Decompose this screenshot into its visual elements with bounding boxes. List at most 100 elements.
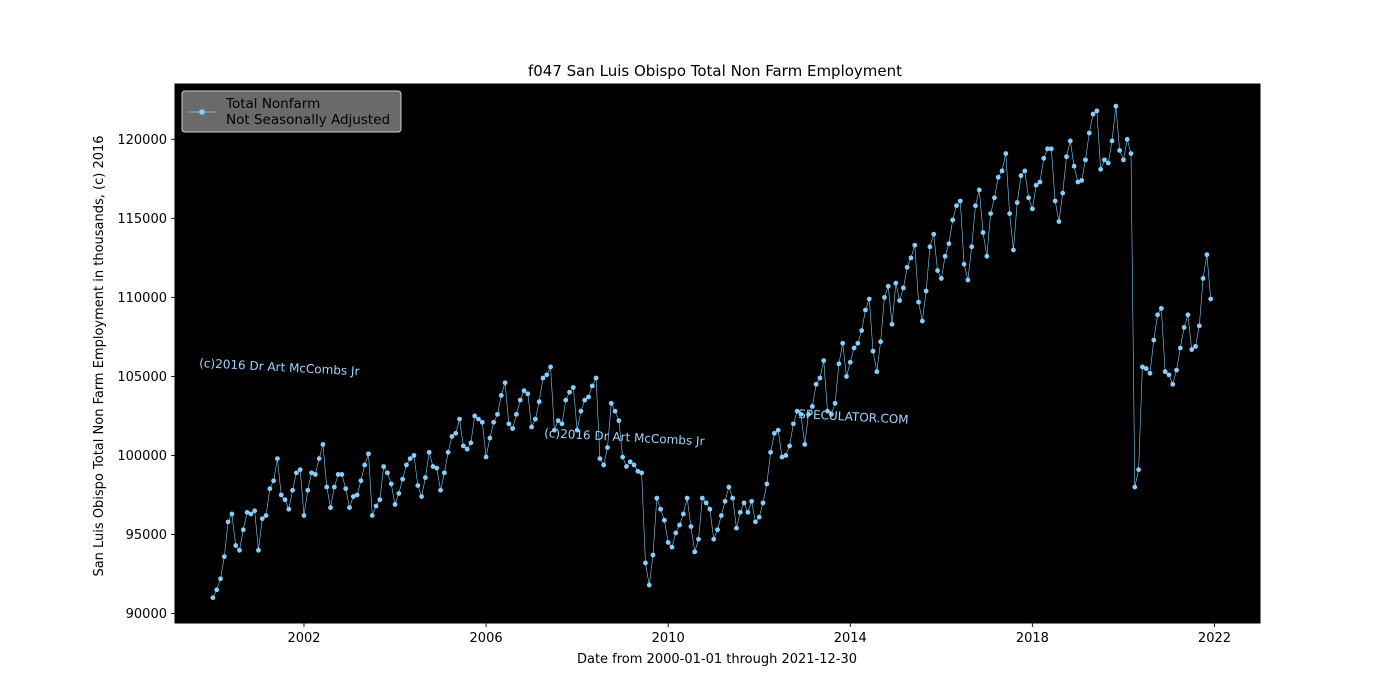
data-point [388, 481, 394, 487]
data-point [722, 498, 728, 504]
data-point [377, 497, 383, 503]
data-point [620, 454, 626, 460]
data-point [312, 472, 318, 477]
data-point [1083, 157, 1088, 163]
data-point [400, 476, 406, 482]
data-point [863, 307, 868, 313]
data-point [1102, 157, 1107, 163]
data-point [1140, 364, 1145, 370]
y-tick-label: 115000 [117, 212, 167, 227]
data-point [1121, 157, 1126, 163]
data-point [438, 487, 443, 493]
data-point [214, 587, 220, 593]
data-point [415, 483, 421, 488]
data-point [362, 462, 368, 468]
data-point [221, 554, 227, 560]
data-point [832, 400, 838, 406]
data-point [1071, 163, 1077, 169]
data-point [233, 543, 239, 548]
data-point [366, 451, 371, 457]
data-point [1048, 146, 1054, 152]
data-point [616, 418, 622, 424]
data-point [601, 462, 607, 468]
data-point [328, 505, 333, 511]
data-point [1067, 138, 1073, 144]
data-point [624, 464, 629, 469]
data-point [1128, 151, 1134, 156]
data-point [1086, 130, 1092, 136]
data-point [870, 348, 876, 354]
data-point [669, 544, 675, 550]
data-point [498, 392, 504, 398]
data-point [806, 411, 811, 417]
legend: Total Nonfarm Not Seasonally Adjusted [181, 90, 402, 133]
data-point [468, 440, 474, 446]
data-point [904, 264, 910, 270]
data-point [855, 340, 861, 346]
data-point [1170, 381, 1176, 387]
data-point [813, 381, 819, 387]
data-point [483, 454, 489, 460]
data-point [1011, 247, 1016, 253]
data-point [237, 547, 242, 553]
data-point [1174, 367, 1179, 373]
data-point [589, 383, 595, 389]
data-point [320, 441, 326, 447]
data-point [900, 285, 906, 291]
chart-title: f047 San Luis Obispo Total Non Farm Empl… [528, 62, 902, 80]
data-point [1094, 108, 1100, 114]
data-point [684, 495, 690, 501]
data-point [210, 595, 216, 601]
data-point [1196, 323, 1202, 329]
data-point [779, 454, 785, 460]
data-point [1132, 484, 1138, 490]
data-point [240, 527, 246, 533]
data-point [335, 472, 341, 477]
y-axis-label: San Luis Obispo Total Non Farm Employmen… [92, 135, 107, 576]
data-point [479, 419, 485, 425]
data-point [430, 464, 436, 469]
data-point [563, 397, 569, 403]
data-point [1052, 198, 1058, 204]
data-point [639, 470, 645, 476]
data-point [1147, 370, 1153, 376]
data-point [453, 430, 459, 436]
data-point [354, 492, 360, 498]
data-point [392, 502, 398, 507]
data-point [407, 456, 413, 462]
data-point [885, 283, 891, 289]
data-point [825, 408, 830, 414]
data-point [950, 217, 956, 223]
data-point [976, 187, 982, 193]
data-point [244, 509, 250, 515]
data-point [441, 470, 447, 476]
data-point [696, 536, 701, 542]
y-tick-label: 100000 [117, 449, 167, 464]
data-point [882, 294, 887, 300]
data-point [749, 498, 755, 504]
data-point [608, 400, 614, 406]
x-tick-label: 2010 [652, 631, 685, 646]
data-point [506, 421, 512, 427]
data-point [730, 495, 736, 501]
data-point [586, 394, 591, 400]
data-point [643, 560, 648, 566]
data-point [737, 509, 743, 515]
data-point [1029, 206, 1035, 212]
data-point [1117, 147, 1123, 153]
data-point [692, 549, 698, 555]
data-point [434, 465, 440, 471]
data-point [897, 298, 902, 303]
x-tick-label: 2014 [834, 631, 867, 646]
y-axis: 90000 95000 100000 105000 110000 115000 120000 [117, 133, 175, 622]
data-point [593, 375, 599, 381]
data-point [411, 453, 417, 458]
data-point [502, 380, 508, 386]
data-point [256, 547, 261, 553]
data-point [1109, 138, 1115, 144]
data-point [1041, 155, 1047, 161]
data-point [1200, 276, 1206, 281]
data-point [445, 449, 451, 455]
data-point [1166, 372, 1172, 378]
data-point [373, 503, 379, 509]
